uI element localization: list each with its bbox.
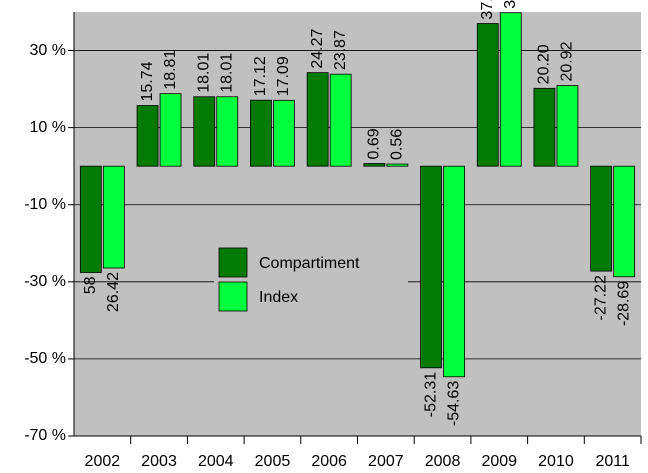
value-label: -27.22 xyxy=(592,275,609,320)
legend-swatch xyxy=(218,247,248,278)
y-tick-label: 30 % xyxy=(30,42,66,59)
value-label: -28.69 xyxy=(615,281,632,326)
bar xyxy=(533,87,556,167)
bar xyxy=(159,93,182,167)
bar xyxy=(556,85,579,167)
y-tick-label: -10 % xyxy=(24,196,66,213)
y-tick-label: -30 % xyxy=(24,273,66,290)
y-tick-label: 10 % xyxy=(30,119,66,136)
value-label: 17.09 xyxy=(275,56,292,96)
bar xyxy=(386,163,409,167)
value-label: 24.27 xyxy=(309,28,326,68)
bar xyxy=(193,96,216,167)
x-tick-label: 2002 xyxy=(85,453,121,470)
x-tick-label: 2011 xyxy=(595,453,630,470)
bar xyxy=(216,96,239,167)
value-label: 37.00 xyxy=(479,0,496,20)
value-label: 39.80 xyxy=(502,0,519,9)
value-label: 0.56 xyxy=(389,129,406,160)
value-label: 20.20 xyxy=(536,44,553,84)
legend-label: Compartiment xyxy=(259,255,360,272)
value-label: -52.31 xyxy=(422,372,439,417)
value-label: 18.81 xyxy=(162,50,179,90)
value-label: -26.42 xyxy=(105,272,122,317)
x-tick-label: 2010 xyxy=(538,453,574,470)
x-tick-label: 2008 xyxy=(425,453,461,470)
bar xyxy=(590,165,613,272)
bar xyxy=(363,163,386,167)
bar xyxy=(499,12,522,167)
bar xyxy=(250,99,272,167)
bar xyxy=(102,165,125,269)
plot-area xyxy=(74,12,641,436)
bar xyxy=(420,165,442,369)
y-tick-label: -70 % xyxy=(24,427,66,444)
value-label: 18.01 xyxy=(218,53,235,93)
bar xyxy=(329,73,352,167)
value-label: 17.12 xyxy=(252,56,269,96)
legend-label: Index xyxy=(259,289,298,306)
value-label: 20.92 xyxy=(559,41,576,81)
bar xyxy=(306,72,329,167)
value-label: -27.58 xyxy=(82,276,99,321)
x-tick-label: 2009 xyxy=(481,453,517,470)
value-label: -54.63 xyxy=(445,381,462,426)
value-label: 23.87 xyxy=(332,30,349,70)
x-tick-label: 2004 xyxy=(198,453,234,470)
legend-swatch xyxy=(218,281,248,312)
value-label: 15.74 xyxy=(139,61,156,101)
bar xyxy=(613,165,636,278)
bar xyxy=(476,23,499,167)
bar xyxy=(136,105,159,167)
x-tick-label: 2006 xyxy=(311,453,347,470)
y-tick-label: -50 % xyxy=(24,350,66,367)
bar xyxy=(273,99,295,167)
bar xyxy=(79,165,102,273)
value-label: 18.01 xyxy=(195,53,212,93)
value-label: 0.69 xyxy=(366,128,383,159)
x-tick-label: 2003 xyxy=(141,453,177,470)
bar xyxy=(443,165,465,378)
x-tick-label: 2005 xyxy=(255,453,291,470)
x-tick-label: 2007 xyxy=(368,453,404,470)
